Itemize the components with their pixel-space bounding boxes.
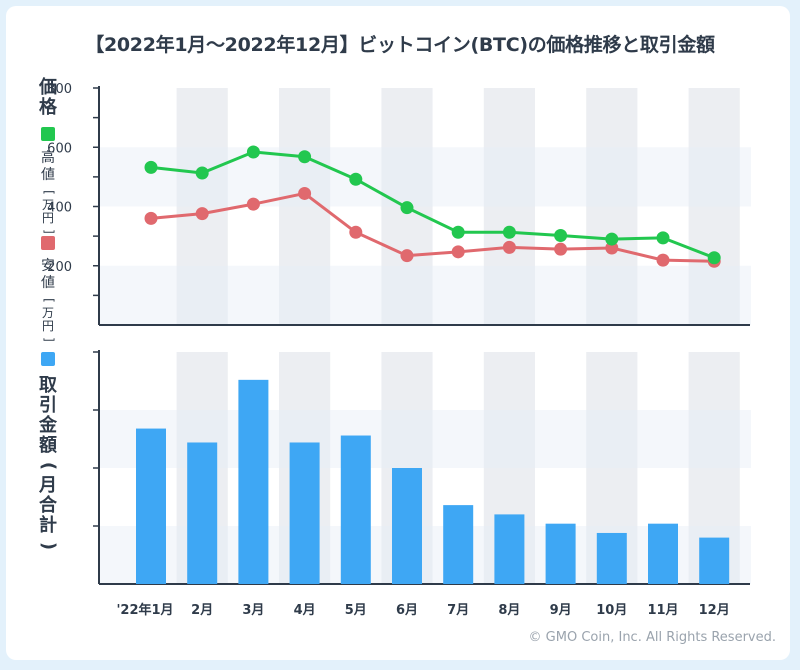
high-legend-swatch [41,127,55,141]
y-tick-labels: 200 400 600 800 [47,82,72,275]
high-point-'22年1月 [144,160,158,174]
price-axis-label: 価格 [39,77,57,118]
low-point-3月 [246,197,260,211]
low-point-6月 [400,249,414,263]
high-point-6月 [400,201,414,215]
volume-bar-8月 [494,514,525,584]
high-point-8月 [502,225,516,239]
x-label-11月: 11月 [647,603,678,618]
x-label-'22年1月: '22年1月 [116,602,173,618]
price-lines [144,145,721,268]
price-hband-1 [100,265,751,325]
x-label-5月: 5月 [345,603,367,618]
price-band-12月 [688,88,740,325]
high-price-line [150,150,715,260]
copyright: © GMO Coin, Inc. All Rights Reserved. [528,630,776,645]
volume-legend-label: 取引金額(月合計) [37,375,59,551]
low-point-11月 [656,253,670,267]
low-unit-label: [万円] [41,298,56,342]
x-label-12月: 12月 [699,603,730,618]
x-label-10月: 10月 [596,603,627,618]
x-label-2月: 2月 [191,603,213,618]
x-label-4月: 4月 [294,603,316,618]
low-point-'22年1月 [144,211,158,225]
x-label-8月: 8月 [498,603,520,618]
volume-bar-11月 [648,523,678,584]
high-point-4月 [298,150,312,164]
price-tick-label-200: 200 [47,260,72,275]
x-tick-labels: '22年1月 2月 3月 4月 5月 6月 7月 8月 9月 10月 11月 12月 [116,602,729,618]
volume-bar-7月 [443,505,474,584]
high-point-5月 [349,172,363,186]
high-unit-label: [万円] [41,190,56,234]
low-point-10月 [605,241,619,255]
low-price-line [150,191,715,263]
low-point-7月 [451,245,465,259]
price-tick-label-600: 600 [47,141,72,156]
volume-bar-3月 [238,379,269,584]
high-point-3月 [246,145,260,159]
high-point-12月 [707,251,721,265]
volume-bar-12月 [699,537,730,584]
price-band-2月 [176,88,228,325]
price-tick-label-400: 400 [47,201,72,216]
price-tick-label-800: 800 [47,82,72,97]
chart-title: 【2022年1月〜2022年12月】ビットコイン(BTC)の価格推移と取引金額 [85,34,715,56]
x-label-7月: 7月 [447,603,469,618]
volume-bar-2月 [187,442,218,584]
low-legend-swatch [41,236,55,250]
high-point-2月 [195,166,209,180]
volume-bar-5月 [340,435,371,584]
x-label-3月: 3月 [242,603,264,618]
volume-bar-10月 [596,532,627,584]
low-point-2月 [195,207,209,221]
volume-bar-9月 [545,523,576,584]
high-point-7月 [451,225,465,239]
x-label-9月: 9月 [550,603,572,618]
volume-bar-6月 [392,468,422,584]
high-point-11月 [656,231,670,245]
low-legend-label: 安値 [41,258,55,291]
low-point-5月 [349,225,363,239]
high-legend-label: 高値 [41,150,55,183]
high-point-9月 [554,229,568,243]
low-point-8月 [502,240,516,254]
high-point-10月 [605,232,619,246]
x-label-6月: 6月 [396,603,418,618]
low-point-4月 [298,186,312,200]
price-hband-0 [100,147,751,207]
volume-bar-4月 [289,442,320,584]
volume-legend-swatch [41,352,55,366]
volume-bar-'22年1月 [136,428,166,584]
price-band-10月 [586,88,638,325]
price-band-8月 [483,88,535,325]
volume-bars [136,379,730,584]
low-point-9月 [554,242,568,256]
